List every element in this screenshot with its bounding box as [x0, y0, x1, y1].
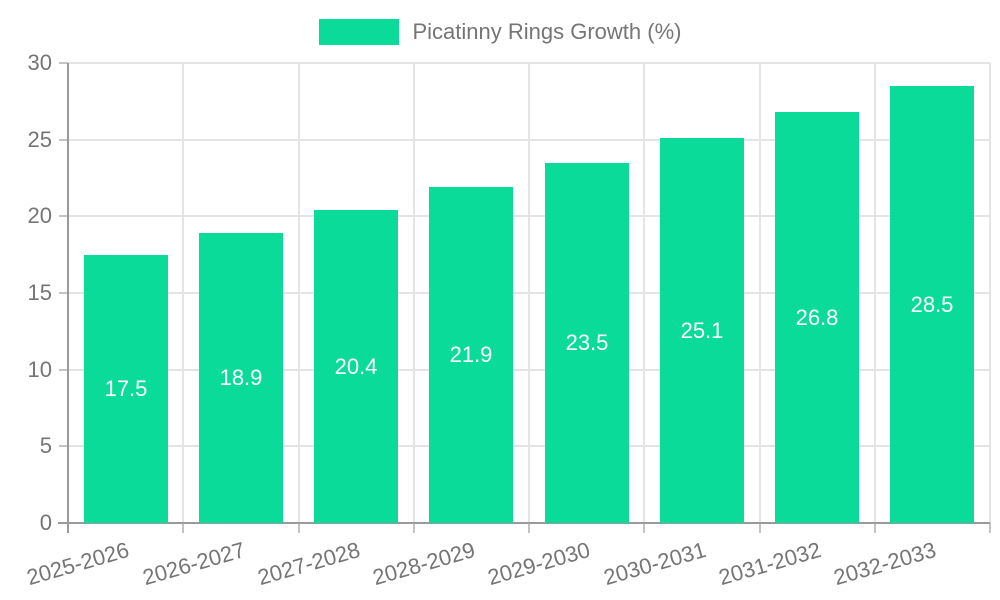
y-axis-line [67, 63, 69, 533]
gridline-vertical [989, 63, 991, 523]
x-axis-category-label: 2027-2028 [254, 537, 363, 591]
y-axis-tick [59, 62, 68, 64]
y-axis-tick-label: 30 [27, 50, 52, 75]
x-axis-category-label: 2026-2027 [139, 537, 248, 591]
bar: 20.4 [314, 210, 398, 523]
bar: 18.9 [199, 233, 283, 523]
gridline-vertical [873, 63, 876, 523]
y-axis-tick [59, 368, 68, 371]
gridline-vertical [412, 63, 415, 523]
x-axis-tick [758, 523, 761, 533]
x-axis-category-label: 2032-2033 [830, 537, 939, 591]
bar-value-label: 28.5 [910, 291, 954, 317]
x-axis-tick [643, 523, 646, 533]
bar: 21.9 [429, 187, 513, 523]
bar: 26.8 [775, 112, 859, 523]
bar: 25.1 [660, 138, 744, 523]
legend: Picatinny Rings Growth (%) [0, 14, 1000, 50]
bar-value-label: 25.1 [680, 317, 724, 343]
x-axis-category-label: 2025-2026 [24, 537, 133, 591]
y-axis-tick-label: 5 [39, 433, 52, 459]
gridline-vertical [297, 63, 300, 523]
x-axis-tick [297, 523, 300, 533]
y-axis-tick-label: 15 [27, 280, 52, 305]
y-axis-tick-label: 25 [27, 126, 52, 152]
bar-value-label: 23.5 [565, 330, 609, 355]
y-axis-tick [59, 292, 68, 294]
legend-label: Picatinny Rings Growth (%) [412, 19, 682, 44]
bar: 28.5 [890, 86, 974, 523]
x-axis-tick [528, 523, 530, 533]
x-axis-tick [412, 523, 415, 533]
y-axis-tick [59, 445, 68, 448]
bar-value-label: 21.9 [449, 342, 493, 367]
gridline-vertical [643, 63, 646, 523]
gridline-vertical [528, 63, 530, 523]
x-axis-tick [989, 523, 991, 533]
bar-value-label: 20.4 [334, 353, 378, 379]
y-axis-tick-label: 10 [27, 356, 52, 382]
x-axis-tick [182, 523, 185, 533]
bar-value-label: 26.8 [795, 304, 839, 330]
x-axis-line [58, 522, 990, 524]
y-axis-tick [59, 215, 68, 218]
legend-swatch [318, 19, 399, 45]
x-axis-category-label: 2031-2032 [715, 537, 824, 591]
gridline-vertical [758, 63, 761, 523]
x-axis-category-label: 2028-2029 [369, 537, 478, 591]
x-axis-tick [873, 523, 876, 533]
x-axis-category-label: 2029-2030 [485, 537, 594, 591]
y-axis-tick-label: 0 [39, 510, 52, 535]
gridline-vertical [182, 63, 185, 523]
y-axis-tick [59, 138, 68, 141]
x-axis-category-label: 2030-2031 [600, 537, 709, 591]
y-axis-tick-label: 20 [27, 203, 52, 229]
bar: 17.5 [84, 255, 168, 523]
bar: 23.5 [545, 163, 629, 523]
bar-value-label: 18.9 [219, 365, 263, 390]
bar-value-label: 17.5 [104, 376, 148, 401]
